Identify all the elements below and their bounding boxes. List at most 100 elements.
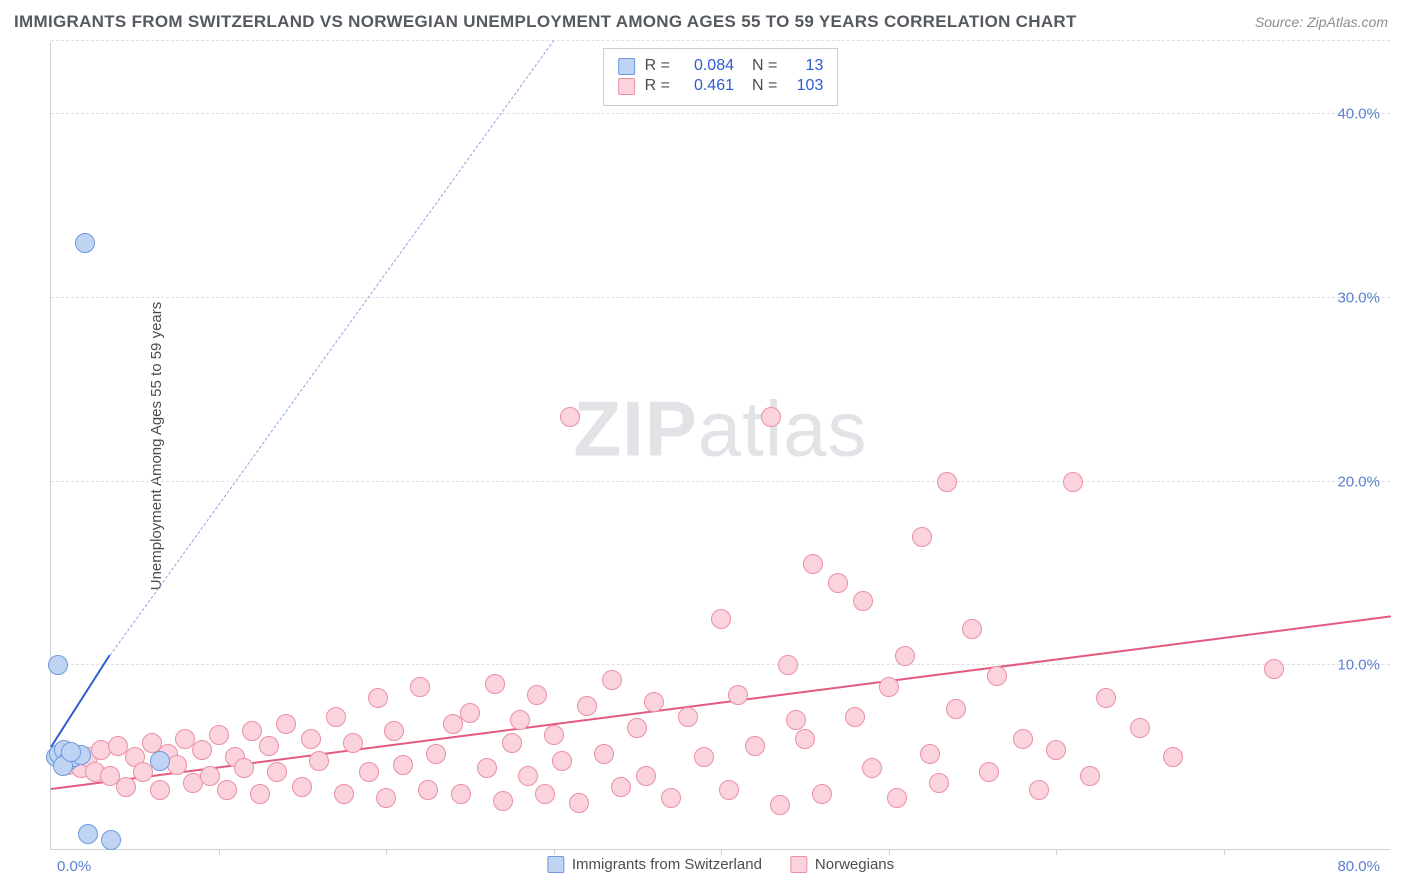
n-label: N = bbox=[752, 77, 777, 95]
norwegians-point bbox=[795, 729, 815, 749]
norwegians-point bbox=[334, 784, 354, 804]
norwegians-point bbox=[250, 784, 270, 804]
norwegians-point bbox=[527, 685, 547, 705]
norwegians-point bbox=[979, 762, 999, 782]
gridline bbox=[51, 481, 1390, 482]
norwegians-point bbox=[1264, 659, 1284, 679]
norwegians-point bbox=[510, 710, 530, 730]
x-tick bbox=[889, 849, 890, 855]
norwegians-point bbox=[451, 784, 471, 804]
norwegians-point bbox=[853, 591, 873, 611]
norwegians-point bbox=[845, 707, 865, 727]
norwegians-point bbox=[577, 696, 597, 716]
norwegians-point bbox=[569, 793, 589, 813]
switzerland-point bbox=[101, 830, 121, 850]
watermark: ZIPatlas bbox=[573, 384, 867, 475]
norwegians-point bbox=[518, 766, 538, 786]
norwegians-point bbox=[1013, 729, 1033, 749]
norwegians-point bbox=[745, 736, 765, 756]
chart-title: IMMIGRANTS FROM SWITZERLAND VS NORWEGIAN… bbox=[14, 12, 1077, 32]
y-tick-label: 30.0% bbox=[1337, 290, 1380, 307]
norwegians-point bbox=[384, 721, 404, 741]
norwegians-point bbox=[359, 762, 379, 782]
norwegians-point bbox=[552, 751, 572, 771]
norwegians-point bbox=[778, 655, 798, 675]
norwegians-point bbox=[259, 736, 279, 756]
legend-item: Norwegians bbox=[790, 856, 894, 873]
norwegians-point bbox=[1046, 740, 1066, 760]
legend-label: Norwegians bbox=[815, 856, 894, 873]
norwegians-point bbox=[242, 721, 262, 741]
norwegians-point bbox=[410, 677, 430, 697]
norwegians-point bbox=[711, 609, 731, 629]
watermark-light: atlas bbox=[698, 385, 868, 473]
norwegians-point bbox=[694, 747, 714, 767]
norwegians-point bbox=[234, 758, 254, 778]
norwegians-point bbox=[887, 788, 907, 808]
norwegians-point bbox=[1080, 766, 1100, 786]
norwegians-point bbox=[368, 688, 388, 708]
switzerland-point bbox=[75, 233, 95, 253]
norwegians-point bbox=[477, 758, 497, 778]
norwegians-point bbox=[594, 744, 614, 764]
x-tick bbox=[1056, 849, 1057, 855]
norwegians-point bbox=[946, 699, 966, 719]
correlation-legend: R =0.084N =13R =0.461N =103 bbox=[603, 48, 839, 106]
switzerland-point bbox=[61, 742, 81, 762]
norwegians-point bbox=[1096, 688, 1116, 708]
norwegians-point bbox=[786, 710, 806, 730]
legend-swatch bbox=[618, 58, 635, 75]
x-tick bbox=[1224, 849, 1225, 855]
norwegians-point bbox=[627, 718, 647, 738]
norwegians-point bbox=[611, 777, 631, 797]
y-tick-label: 40.0% bbox=[1337, 106, 1380, 123]
norwegians-point bbox=[770, 795, 790, 815]
norwegians-point bbox=[418, 780, 438, 800]
norwegians-point bbox=[929, 773, 949, 793]
norwegians-point bbox=[309, 751, 329, 771]
legend-swatch bbox=[790, 856, 807, 873]
gridline bbox=[51, 664, 1390, 665]
switzerland-point bbox=[78, 824, 98, 844]
norwegians-point bbox=[962, 619, 982, 639]
switzerland-point bbox=[150, 751, 170, 771]
norwegians-point bbox=[535, 784, 555, 804]
legend-label: Immigrants from Switzerland bbox=[572, 856, 762, 873]
norwegians-point bbox=[393, 755, 413, 775]
watermark-bold: ZIP bbox=[573, 385, 697, 473]
norwegians-point bbox=[267, 762, 287, 782]
norwegians-point bbox=[728, 685, 748, 705]
norwegians-point bbox=[862, 758, 882, 778]
norwegians-point bbox=[544, 725, 564, 745]
norwegians-point bbox=[326, 707, 346, 727]
y-tick-label: 20.0% bbox=[1337, 473, 1380, 490]
series-legend: Immigrants from Switzerland Norwegians bbox=[547, 856, 894, 873]
norwegians-point bbox=[426, 744, 446, 764]
norwegians-point bbox=[460, 703, 480, 723]
norwegians-point bbox=[987, 666, 1007, 686]
norwegians-point bbox=[502, 733, 522, 753]
norwegians-point bbox=[895, 646, 915, 666]
norwegians-point bbox=[301, 729, 321, 749]
source-attribution: Source: ZipAtlas.com bbox=[1255, 14, 1388, 30]
norwegians-point bbox=[602, 670, 622, 690]
gridline bbox=[51, 113, 1390, 114]
norwegians-point bbox=[661, 788, 681, 808]
norwegians-point bbox=[1029, 780, 1049, 800]
plot-area: ZIPatlas R =0.084N =13R =0.461N =103 0.0… bbox=[50, 42, 1390, 850]
n-value: 103 bbox=[787, 77, 823, 95]
x-axis-max-label: 80.0% bbox=[1337, 858, 1380, 875]
x-tick bbox=[554, 849, 555, 855]
norwegians-point bbox=[879, 677, 899, 697]
norwegians-point bbox=[343, 733, 363, 753]
norwegians-point bbox=[150, 780, 170, 800]
norwegians-point bbox=[678, 707, 698, 727]
norwegians-point bbox=[636, 766, 656, 786]
r-label: R = bbox=[645, 77, 670, 95]
norwegians-point bbox=[761, 407, 781, 427]
norwegians-point bbox=[485, 674, 505, 694]
n-label: N = bbox=[752, 57, 777, 75]
legend-swatch bbox=[547, 856, 564, 873]
gridline bbox=[51, 297, 1390, 298]
n-value: 13 bbox=[787, 57, 823, 75]
